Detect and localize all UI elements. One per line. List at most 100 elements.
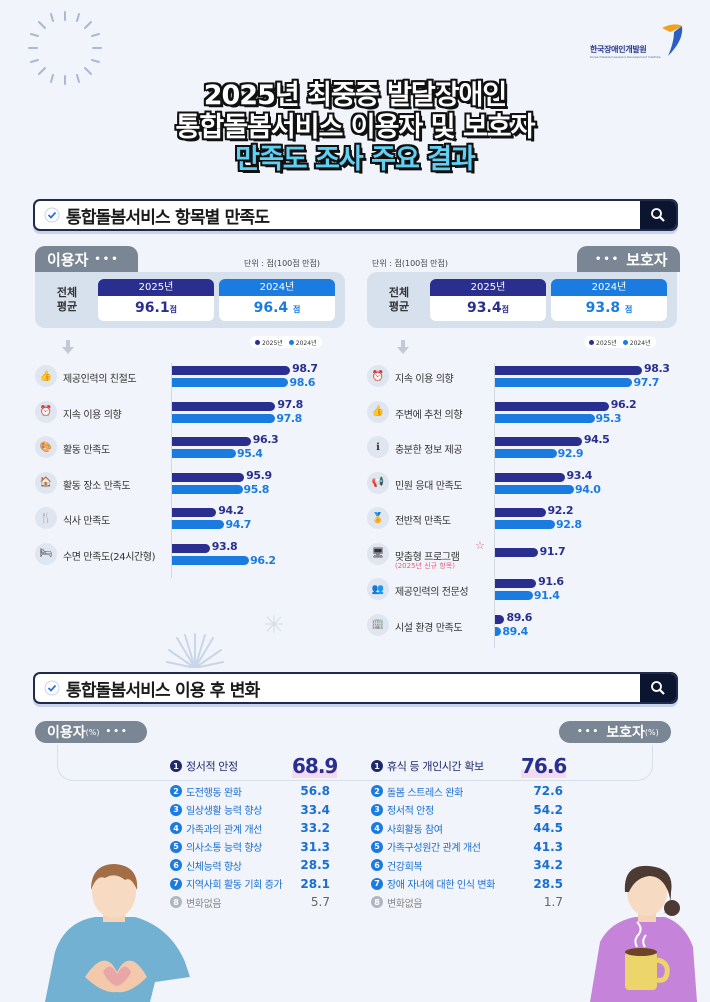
chart-row: ⏰ 지속 이용 의향 98.3 97.7 bbox=[367, 363, 677, 393]
pct-unit: (%) bbox=[85, 727, 100, 737]
value-2025: 95.9 bbox=[246, 468, 272, 482]
search-button[interactable] bbox=[640, 201, 676, 229]
guardians-avg-2025: 2025년 93.4점 bbox=[430, 279, 546, 321]
value-2024: 95.4 bbox=[236, 447, 263, 460]
facility-icon: 🏢 bbox=[367, 613, 389, 636]
building-icon: 🏠 bbox=[35, 471, 57, 494]
change-label: 돌봄 스트레스 완화 bbox=[387, 787, 463, 799]
category-label: 충분한 정보 제공 bbox=[395, 445, 463, 456]
decorative-burst-icon bbox=[28, 11, 102, 85]
bar-2025 bbox=[172, 543, 210, 553]
year-label: 2025년 bbox=[430, 279, 546, 296]
chart-row: ⏰ 지속 이용 의향 97.8 97.8 bbox=[35, 399, 335, 429]
rank-badge: 6 bbox=[371, 859, 383, 871]
guardians-unit: 단위 : 점(100점 만점) bbox=[372, 259, 448, 268]
users-tab: 이용자 ••• bbox=[35, 246, 138, 272]
category-label: 제공인력의 전문성 bbox=[395, 587, 469, 598]
change-value: 34.2 bbox=[533, 858, 563, 872]
users-change-list: 2 도전행동 완화 56.8 3 일상생활 능력 향상 33.4 4 가족과의 관계… bbox=[170, 782, 330, 912]
megaphone-icon: 📢 bbox=[367, 471, 389, 494]
dots-icon: ••• bbox=[105, 727, 129, 737]
change-list-item: 2 도전행동 완화 56.8 bbox=[170, 782, 330, 800]
users-unit: 단위 : 점(100점 만점) bbox=[244, 259, 320, 268]
year-label: 2025년 bbox=[98, 279, 214, 296]
value-2025: 97.8 bbox=[277, 397, 303, 411]
change-label: 지역사회 활동 기회 증가 bbox=[186, 880, 283, 891]
bar-2024 bbox=[495, 520, 556, 529]
year-label: 2024년 bbox=[219, 279, 335, 296]
bar-2024 bbox=[172, 484, 243, 494]
change-list-item: 7 지역사회 활동 기회 증가 28.1 bbox=[170, 875, 330, 893]
category-label: 맞춤형 프로그램 bbox=[395, 551, 460, 563]
search-button[interactable] bbox=[640, 674, 676, 702]
category-label: 전반적 만족도 bbox=[395, 516, 451, 527]
info-icon: ℹ bbox=[367, 436, 389, 458]
change-label: 도전행동 완화 bbox=[186, 787, 242, 799]
decorative-sparkle-icon bbox=[265, 615, 283, 633]
change-value: 33.2 bbox=[300, 821, 330, 835]
alarm-clock-icon: ⏰ bbox=[35, 400, 57, 423]
title-line-3: 만족도 조사 주요 결과 bbox=[235, 144, 476, 175]
change-label: 가족구성원간 관계 개선 bbox=[387, 843, 481, 854]
avg-label: 평균 bbox=[56, 300, 78, 313]
unit-pt: 점 bbox=[625, 305, 633, 314]
value-2025: 96.2 bbox=[610, 397, 637, 411]
chart-axis bbox=[171, 363, 172, 578]
bar-2025 bbox=[172, 437, 251, 446]
bar-2025 bbox=[495, 579, 537, 588]
guardians-tab-label: 보호자 bbox=[626, 250, 668, 269]
bar-2024 bbox=[172, 413, 276, 423]
section-title: 통합돌봄서비스 이용 후 변화 bbox=[66, 680, 260, 701]
value-2025: 98.7 bbox=[292, 362, 318, 375]
institute-logo: 한국장애인개발원 Korea Disabled people's Develop… bbox=[590, 22, 690, 62]
activity-icon: 🎨 bbox=[35, 436, 57, 458]
rank-badge: 3 bbox=[371, 803, 383, 816]
bar-2025 bbox=[495, 547, 538, 557]
value-2024: 89.4 bbox=[502, 624, 528, 638]
change-list-item: 6 신체능력 향상 28.5 bbox=[170, 856, 330, 874]
arrow-down-icon bbox=[397, 340, 409, 354]
users-legend: 2025년 2024년 bbox=[250, 336, 322, 348]
thumbs-up-icon: 👍 bbox=[367, 400, 389, 423]
change-value: 28.1 bbox=[300, 876, 330, 891]
change-label: 건강회복 bbox=[387, 861, 423, 873]
value-2024: 97.8 bbox=[276, 411, 302, 425]
value-2024: 92.8 bbox=[556, 518, 582, 531]
year-label: 2024년 bbox=[551, 279, 667, 296]
bar-2025 bbox=[495, 472, 565, 482]
change-list-item: 5 의사소통 능력 향상 31.3 bbox=[170, 838, 330, 856]
search-icon bbox=[651, 681, 665, 695]
chart-row: 🖥 맞춤형 프로그램 (2025년 신규 항목) 91.7 ☆ bbox=[367, 539, 677, 571]
avg-value: 93.4 bbox=[467, 300, 502, 316]
rank-badge: 1 bbox=[371, 760, 383, 772]
legend-2024: 2024년 bbox=[295, 339, 317, 347]
rank-badge: 4 bbox=[371, 822, 383, 834]
rank-badge: 8 bbox=[371, 896, 383, 908]
logo-subtitle: Korea Disabled people's Development Inst… bbox=[590, 55, 661, 59]
guardians-legend: 2025년 2024년 bbox=[584, 336, 656, 348]
bar-2025 bbox=[495, 508, 546, 517]
value-2024: 94.7 bbox=[225, 518, 252, 531]
value-2024: 91.4 bbox=[533, 589, 560, 602]
value-2024: 98.6 bbox=[289, 376, 315, 389]
category-label: 활동 장소 만족도 bbox=[63, 480, 131, 492]
title-line-2: 통합돌봄서비스 이용자 및 보호자 bbox=[175, 112, 536, 143]
bar-2024 bbox=[495, 378, 633, 387]
change-list-item: 3 일상생활 능력 향상 33.4 bbox=[170, 801, 330, 819]
top-change-frame bbox=[57, 745, 653, 781]
guardians-change-list: 2 돌봄 스트레스 완화 72.6 3 정서적 안정 54.2 4 사회활동 참여 … bbox=[371, 782, 563, 912]
value-2024: 96.2 bbox=[250, 553, 276, 567]
chart-row: 👥 제공인력의 전문성 91.6 91.4 bbox=[367, 576, 677, 606]
rank-badge: 8 bbox=[170, 896, 182, 908]
bar-2024 bbox=[495, 484, 574, 494]
rank-badge: 1 bbox=[170, 760, 182, 772]
change-label: 장애 자녀에 대한 인식 변화 bbox=[387, 880, 495, 891]
chart-row: 📢 민원 응대 만족도 93.4 94.0 bbox=[367, 470, 677, 500]
chart-row: 🍴 식사 만족도 94.2 94.7 bbox=[35, 505, 335, 535]
title-line-1: 2025년 최중증 발달장애인 bbox=[203, 80, 508, 111]
change-value: 28.5 bbox=[300, 858, 330, 872]
badge-icon: 🏅 bbox=[367, 507, 389, 529]
change-list-item: 4 사회활동 참여 44.5 bbox=[371, 819, 563, 837]
unit-pt: 점 bbox=[293, 305, 301, 314]
change-list-item: 4 가족과의 관계 개선 33.2 bbox=[170, 819, 330, 837]
